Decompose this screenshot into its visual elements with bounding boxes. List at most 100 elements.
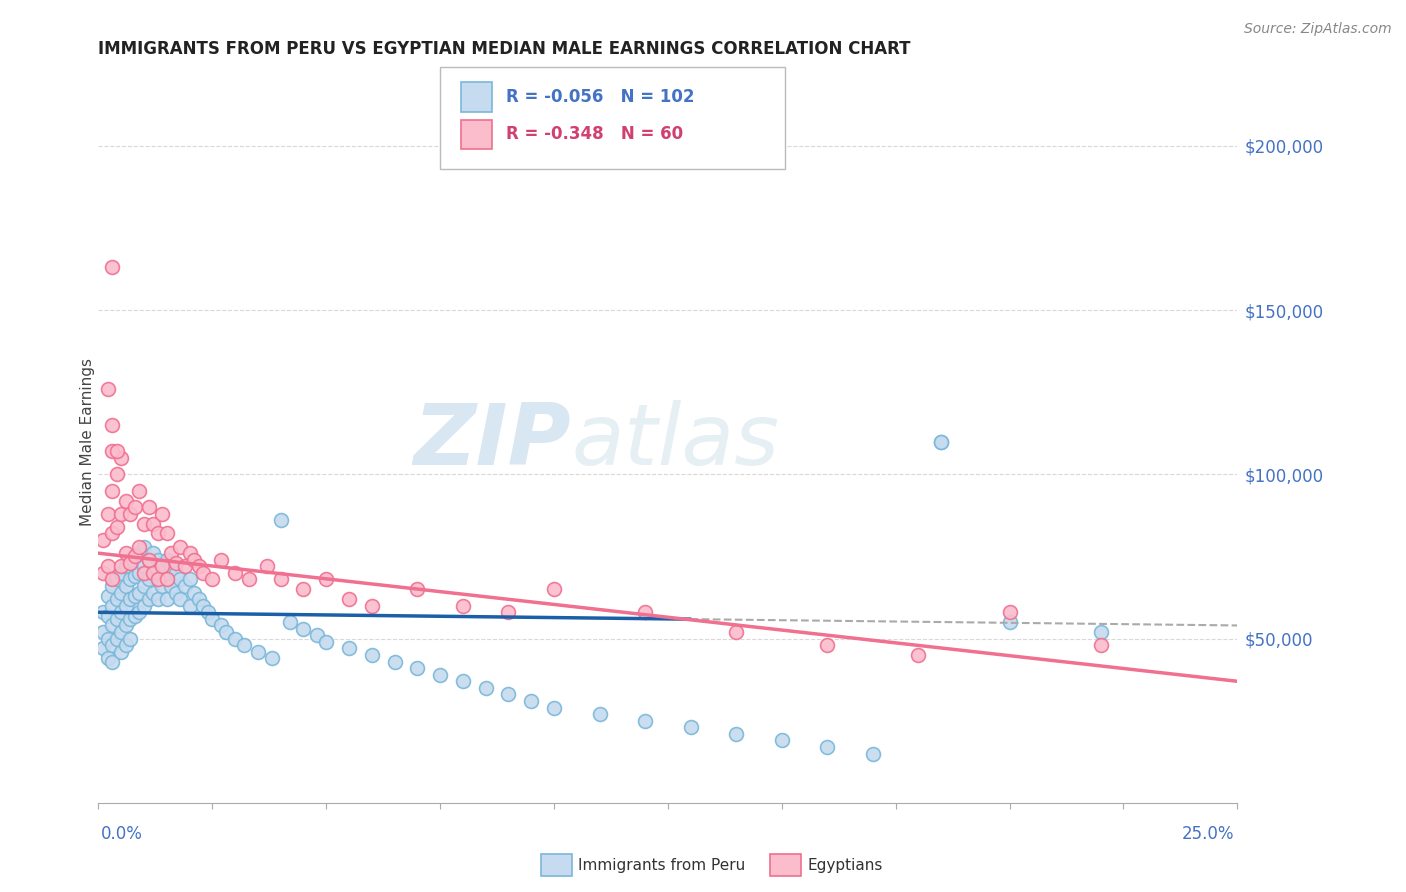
Point xyxy=(179,573,201,587)
Point xyxy=(110,605,132,619)
Point xyxy=(132,559,155,574)
Point xyxy=(101,599,124,613)
Point xyxy=(998,605,1021,619)
Point xyxy=(101,618,124,632)
Text: Source: ZipAtlas.com: Source: ZipAtlas.com xyxy=(1244,22,1392,37)
Point xyxy=(209,618,232,632)
Point xyxy=(132,599,155,613)
Point xyxy=(91,641,114,656)
Point xyxy=(233,638,256,652)
Point xyxy=(179,546,201,560)
Point xyxy=(142,546,165,560)
Point xyxy=(307,628,329,642)
Point xyxy=(156,553,179,567)
Point xyxy=(128,540,150,554)
Point xyxy=(114,618,136,632)
Point xyxy=(132,566,155,580)
Point xyxy=(124,500,146,515)
Point xyxy=(224,632,246,646)
Point xyxy=(165,585,187,599)
Point xyxy=(124,608,146,623)
Point xyxy=(406,661,429,675)
Text: Egyptians: Egyptians xyxy=(807,858,883,872)
Point xyxy=(292,622,315,636)
Point xyxy=(96,632,118,646)
Point xyxy=(101,526,124,541)
Point xyxy=(150,559,173,574)
Point xyxy=(292,582,315,597)
Point xyxy=(114,579,136,593)
Point xyxy=(120,556,142,570)
Point xyxy=(101,483,124,498)
Text: 0.0%: 0.0% xyxy=(101,825,143,843)
Point xyxy=(183,553,205,567)
Point xyxy=(770,733,793,747)
Point xyxy=(520,694,543,708)
Point xyxy=(588,707,610,722)
Point xyxy=(451,674,474,689)
Point xyxy=(96,651,118,665)
Point xyxy=(201,612,224,626)
Point xyxy=(406,582,429,597)
Point xyxy=(156,573,179,587)
Point xyxy=(146,573,169,587)
Text: R = -0.056   N = 102: R = -0.056 N = 102 xyxy=(506,87,695,106)
Point xyxy=(187,592,209,607)
Point xyxy=(101,260,124,275)
Point xyxy=(160,546,183,560)
Point xyxy=(725,727,748,741)
Point xyxy=(337,592,360,607)
Point xyxy=(150,559,173,574)
Point xyxy=(543,700,565,714)
Point xyxy=(132,516,155,531)
Text: ZIP: ZIP xyxy=(413,400,571,483)
Point xyxy=(110,585,132,599)
Point xyxy=(160,579,183,593)
Point xyxy=(142,516,165,531)
Point xyxy=(142,585,165,599)
Point xyxy=(1090,625,1112,640)
Point xyxy=(128,605,150,619)
Point xyxy=(146,526,169,541)
Point xyxy=(256,559,278,574)
Point xyxy=(142,566,165,580)
Point xyxy=(179,599,201,613)
Point xyxy=(138,573,160,587)
Point xyxy=(1090,638,1112,652)
Point xyxy=(815,638,838,652)
Point xyxy=(105,520,128,534)
Point xyxy=(110,645,132,659)
Point xyxy=(270,573,292,587)
Point xyxy=(128,546,150,560)
Point xyxy=(132,579,155,593)
Point xyxy=(101,573,124,587)
Point xyxy=(169,592,191,607)
Text: IMMIGRANTS FROM PERU VS EGYPTIAN MEDIAN MALE EARNINGS CORRELATION CHART: IMMIGRANTS FROM PERU VS EGYPTIAN MEDIAN … xyxy=(98,40,911,58)
Point xyxy=(634,714,657,728)
Point xyxy=(146,573,169,587)
Point xyxy=(474,681,496,695)
Point xyxy=(337,641,360,656)
Point xyxy=(165,566,187,580)
Point xyxy=(114,599,136,613)
Point xyxy=(146,553,169,567)
Point xyxy=(429,667,451,681)
Point xyxy=(105,573,128,587)
Point xyxy=(114,559,136,574)
Point xyxy=(165,556,187,570)
Point xyxy=(96,507,118,521)
Point xyxy=(105,632,128,646)
Point xyxy=(384,655,406,669)
Point xyxy=(120,612,142,626)
Point xyxy=(114,638,136,652)
Point xyxy=(120,592,142,607)
Point xyxy=(124,549,146,564)
Point xyxy=(150,579,173,593)
Point xyxy=(101,579,124,593)
Point xyxy=(138,500,160,515)
Text: Immigrants from Peru: Immigrants from Peru xyxy=(578,858,745,872)
Point xyxy=(128,566,150,580)
Point xyxy=(498,687,520,701)
Point xyxy=(160,559,183,574)
Point xyxy=(998,615,1021,630)
